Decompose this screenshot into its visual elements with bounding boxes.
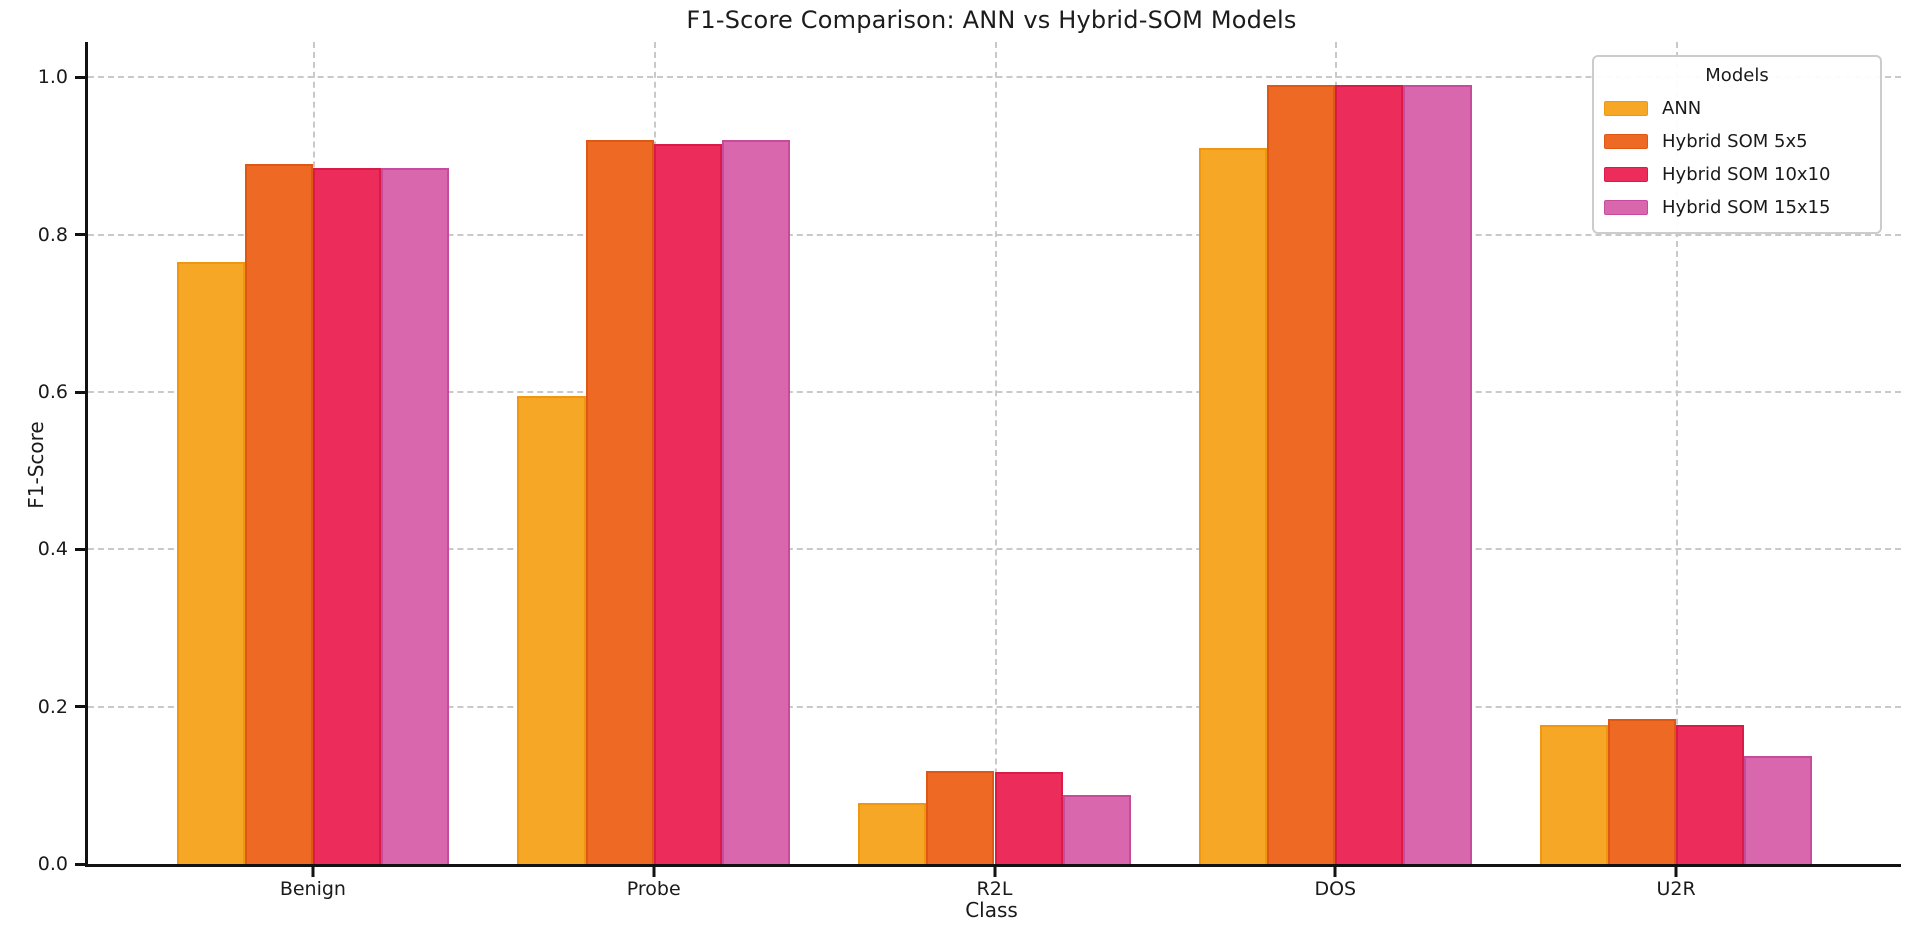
bar-hybrid-som-15x15-benign	[381, 167, 450, 864]
bar-hybrid-som-5x5-u2r	[1607, 719, 1677, 864]
x-tick-label-benign: Benign	[279, 878, 346, 900]
y-tick-label-1.0: 1.0	[37, 66, 68, 89]
y-tick-label-0.2: 0.2	[37, 695, 68, 718]
bar-ann-dos	[1198, 148, 1268, 864]
legend-label-hybrid-som-5x5: Hybrid SOM 5x5	[1662, 131, 1808, 152]
bar-ann-u2r	[1539, 724, 1608, 864]
x-axis-label: Class	[965, 898, 1018, 922]
bar-hybrid-som-10x10-u2r	[1676, 724, 1745, 864]
bar-hybrid-som-5x5-r2l	[926, 771, 995, 864]
x-tick-label-u2r: U2R	[1656, 878, 1696, 900]
bar-ann-probe	[517, 395, 586, 864]
gridline-vertical-u2r	[1676, 42, 1679, 864]
bar-hybrid-som-15x15-dos	[1403, 85, 1472, 864]
x-tick-mark-probe	[652, 867, 656, 877]
legend-label-hybrid-som-15x15: Hybrid SOM 15x15	[1662, 197, 1831, 218]
y-tick-label-0.0: 0.0	[37, 853, 68, 875]
y-tick-mark-0.2	[75, 705, 85, 709]
x-tick-label-r2l: R2L	[976, 878, 1013, 900]
x-tick-mark-u2r	[1674, 867, 1678, 877]
plot-area: 0.0 0.2 0.4 0.6 0.8 1.0 Benign Probe R2L DOS U2R	[38, 42, 1901, 900]
x-tick-mark-benign	[311, 867, 315, 877]
legend-entries: ANN Hybrid SOM 5x5 Hybrid SOM 10x10 Hybrid …	[1604, 92, 1870, 224]
legend-swatch-hybrid-som-5x5	[1604, 134, 1648, 149]
bar-hybrid-som-10x10-probe	[653, 144, 722, 864]
bar-ann-benign	[176, 262, 245, 864]
bar-hybrid-som-15x15-probe	[721, 140, 791, 864]
legend-title: Models	[1705, 65, 1769, 86]
bar-hybrid-som-5x5-dos	[1267, 85, 1336, 864]
bar-hybrid-som-15x15-r2l	[1062, 794, 1131, 864]
bar-hybrid-som-10x10-dos	[1335, 85, 1404, 864]
bar-hybrid-som-15x15-u2r	[1744, 756, 1813, 864]
bar-hybrid-som-5x5-probe	[585, 140, 654, 864]
legend-swatch-hybrid-som-10x10	[1604, 167, 1648, 182]
gridline-vertical-r2l	[994, 42, 997, 864]
bar-ann-r2l	[858, 802, 927, 864]
legend-label-ann: ANN	[1662, 98, 1702, 119]
legend-swatch-ann	[1604, 101, 1648, 116]
legend-entry-ann: ANN	[1604, 92, 1870, 125]
y-tick-label-0.8: 0.8	[37, 223, 68, 246]
y-tick-mark-1.0	[75, 75, 85, 79]
legend-entry-hybrid-som-5x5: Hybrid SOM 5x5	[1604, 125, 1870, 158]
y-tick-label-0.6: 0.6	[37, 381, 68, 404]
x-tick-mark-r2l	[993, 867, 996, 877]
legend: Models ANN Hybrid SOM 5x5 Hybrid SOM 10x10…	[1592, 55, 1882, 234]
bar-hybrid-som-5x5-benign	[244, 163, 313, 864]
legend-label-hybrid-som-10x10: Hybrid SOM 10x10	[1662, 164, 1831, 185]
chart-title: F1-Score Comparison: ANN vs Hybrid-SOM M…	[686, 6, 1297, 34]
x-tick-mark-dos	[1333, 867, 1337, 877]
legend-entry-hybrid-som-15x15: Hybrid SOM 15x15	[1604, 191, 1870, 224]
y-tick-mark-0.4	[75, 547, 85, 551]
x-tick-label-dos: DOS	[1314, 878, 1357, 900]
y-axis-label: F1-Score	[24, 421, 48, 509]
x-tick-label-probe: Probe	[626, 878, 681, 900]
legend-swatch-hybrid-som-15x15	[1604, 200, 1648, 215]
y-tick-mark-0.0	[75, 862, 85, 866]
y-tick-label-0.4: 0.4	[37, 538, 68, 561]
bar-hybrid-som-10x10-benign	[312, 167, 382, 864]
y-tick-mark-0.8	[75, 233, 85, 237]
bar-hybrid-som-10x10-r2l	[994, 771, 1063, 864]
y-tick-mark-0.6	[75, 390, 85, 394]
legend-entry-hybrid-som-10x10: Hybrid SOM 10x10	[1604, 158, 1870, 191]
